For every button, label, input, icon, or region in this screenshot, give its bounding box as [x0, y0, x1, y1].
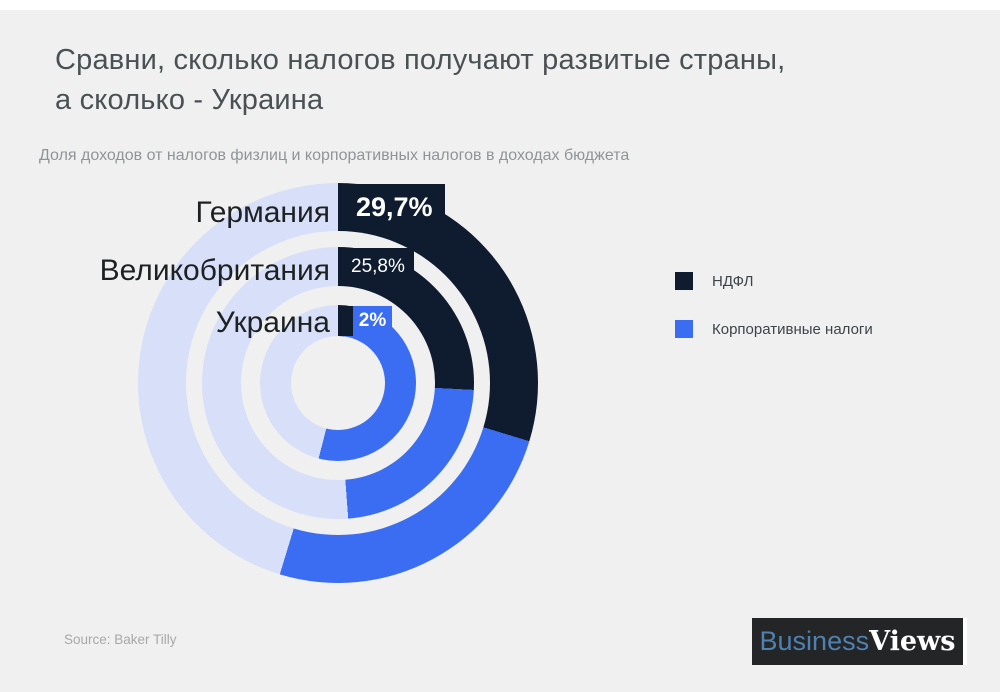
top-border [0, 0, 1000, 10]
page-title: Сравни, сколько налогов получают развиты… [55, 40, 785, 120]
legend-label-ndfl: НДФЛ [712, 273, 754, 290]
source-note: Source: Baker Tilly [64, 632, 177, 647]
legend-swatch-corporate [675, 320, 693, 338]
value-label-uk: 25,8% [343, 248, 414, 286]
value-label-ukraine: 2% [353, 306, 392, 336]
logo-text-views: Views [869, 626, 956, 657]
chart-subtitle: Доля доходов от налогов физлиц и корпора… [39, 147, 630, 164]
ndfl-sliver-ukraine [343, 306, 353, 336]
donut-hole-ukraine [291, 336, 385, 430]
ring-label-ukraine: Украина [215, 306, 330, 339]
legend-swatch-ndfl [675, 272, 693, 290]
title-line-1: Сравни, сколько налогов получают развиты… [55, 44, 786, 76]
ring-label-uk: Великобритания [99, 254, 330, 287]
title-line-2: а сколько - Украина [55, 84, 324, 116]
value-label-germany: 29,7% [343, 184, 445, 231]
logo-text-business: Business [759, 626, 870, 656]
businessviews-logo: Business Views [752, 618, 967, 665]
ring-label-germany: Германия [195, 196, 331, 229]
legend-label-corporate: Корпоративные налоги [712, 321, 873, 338]
